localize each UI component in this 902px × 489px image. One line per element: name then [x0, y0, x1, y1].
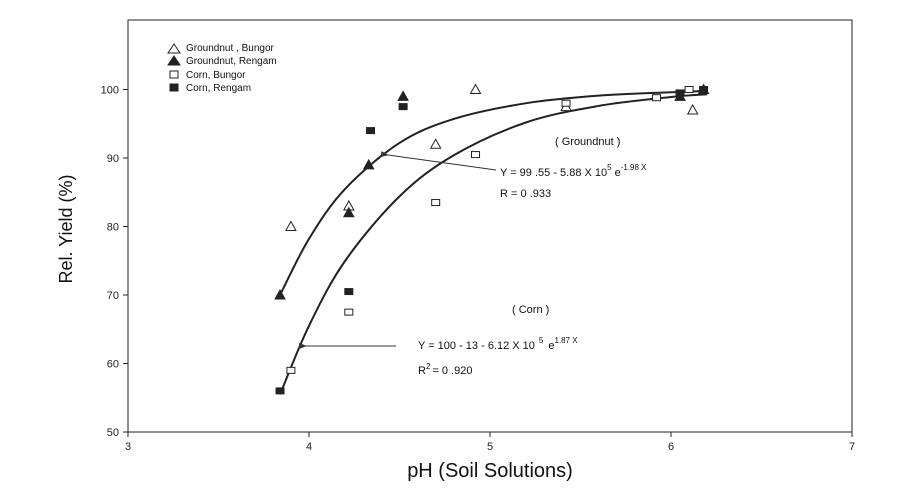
data-point-square-open: [344, 308, 354, 316]
corn-equation: Y = 100 - 13 - 6.12 X 10 5 e1.87 X: [418, 336, 578, 352]
data-point-square-filled: [344, 288, 354, 296]
y-tick-label: 50: [107, 427, 119, 439]
y-tick-label: 90: [107, 153, 119, 165]
data-point-square-open: [471, 151, 481, 159]
square-filled-marker: [169, 83, 179, 92]
fit-curves: [279, 89, 708, 395]
groundnut-equation: Y = 99 .55 - 5.88 X 105 e-1.98 X: [500, 163, 647, 179]
y-tick-label: 60: [107, 359, 119, 371]
legend-item-groundnut-bungor: Groundnut , Bungor: [167, 43, 275, 54]
corn-eq-exp2: 1.87 X: [555, 336, 579, 345]
corn-r-rest: = 0 .920: [432, 365, 472, 377]
y-tick-label: 70: [107, 290, 119, 302]
x-tick-label: 5: [487, 441, 493, 453]
legend-label: Groundnut , Bungor: [186, 43, 275, 54]
data-points: [274, 83, 710, 395]
legend-label: Corn, Bungor: [186, 70, 246, 81]
data-point-square-filled: [699, 86, 709, 93]
groundnut-eq-e: e: [615, 167, 621, 179]
data-point-triangle-open: [686, 104, 699, 115]
y-axis-title: Rel. Yield (%): [56, 174, 76, 283]
legend-label: Corn, Rengam: [186, 83, 251, 94]
corn-eq-exp1: 5: [539, 336, 544, 345]
data-point-square-filled: [275, 387, 285, 395]
y-tick-label: 80: [107, 222, 119, 234]
x-axis-title: pH (Soil Solutions): [407, 460, 573, 482]
fit-curve-corn: [279, 93, 708, 395]
groundnut-eq-main: Y = 99 .55 - 5.88 X 10: [500, 167, 607, 179]
data-point-square-open: [652, 94, 662, 102]
triangle-open-marker: [167, 43, 181, 54]
y-tick-label: 100: [101, 85, 119, 97]
groundnut-arrow: [380, 151, 497, 171]
annotation-arrows: [299, 151, 497, 349]
square-open-marker: [169, 70, 179, 79]
groundnut-eq-exp1: 5: [607, 163, 612, 172]
x-tick-label: 7: [849, 441, 855, 453]
corn-r-base: R: [418, 365, 426, 377]
data-point-triangle-open: [429, 138, 442, 149]
legend-item-corn-bungor: Corn, Bungor: [169, 70, 246, 81]
legend-label: Groundnut, Rengam: [186, 56, 277, 67]
data-point-triangle-filled: [397, 90, 409, 101]
fit-curve-groundnut: [279, 89, 708, 296]
x-tick-label: 4: [306, 441, 312, 453]
corn-eq-main: Y = 100 - 13 - 6.12 X 10: [418, 340, 535, 352]
data-point-square-open: [684, 86, 694, 93]
data-point-square-open: [561, 99, 571, 107]
corn-eq-e: e: [548, 340, 554, 352]
corn-r-exp: 2: [426, 362, 431, 371]
groundnut-eq-exp2: -1.98 X: [621, 163, 647, 172]
corn-r-value: R2 = 0 .920: [418, 362, 472, 377]
x-tick-label: 6: [668, 441, 674, 453]
data-point-triangle-filled: [274, 288, 286, 300]
data-point-square-filled: [366, 127, 376, 135]
data-point-triangle-filled: [362, 158, 375, 170]
groundnut-r-value: R = 0 .933: [500, 188, 551, 200]
legend-item-corn-rengam: Corn, Rengam: [169, 83, 251, 94]
data-point-triangle-open: [469, 83, 482, 94]
plot-frame: [127, 19, 853, 433]
axis-ticks: 3 4 5 6 7 50 60 70 80 90 100: [101, 85, 855, 454]
corn-label: ( Corn ): [512, 304, 549, 316]
data-point-square-open: [431, 199, 441, 207]
data-point-triangle-open: [285, 220, 297, 231]
triangle-filled-marker: [167, 55, 181, 66]
legend: Groundnut , Bungor Groundnut, Rengam Cor…: [167, 43, 277, 94]
data-point-square-filled: [398, 103, 408, 111]
data-point-square-filled: [675, 89, 685, 97]
groundnut-label: ( Groundnut ): [555, 136, 620, 148]
data-point-square-open: [286, 366, 296, 374]
data-point-triangle-filled: [342, 206, 355, 218]
legend-item-groundnut-rengam: Groundnut, Rengam: [167, 55, 277, 67]
x-tick-label: 3: [125, 441, 131, 453]
